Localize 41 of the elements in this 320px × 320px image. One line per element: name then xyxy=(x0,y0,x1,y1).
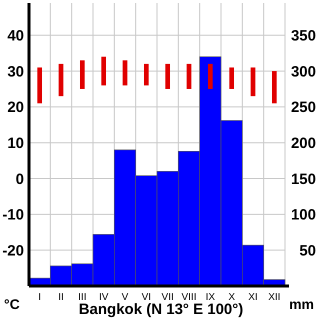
y2-axis-title: mm xyxy=(289,296,314,312)
x-tick-label: XI xyxy=(248,292,258,303)
x-tick-label: IV xyxy=(98,292,109,303)
x-tick-label: VII xyxy=(162,292,174,303)
y-tick-label: -20 xyxy=(2,242,24,260)
bar xyxy=(80,60,85,89)
bar xyxy=(58,64,64,96)
x-tick-label: XII xyxy=(268,292,280,303)
bar xyxy=(144,64,149,86)
bar xyxy=(122,60,128,86)
y2-tick-label: 100 xyxy=(290,206,316,224)
y-tick-label: 10 xyxy=(7,134,24,152)
y-tick-label: 40 xyxy=(7,27,24,44)
bar xyxy=(37,67,42,104)
bar xyxy=(250,67,256,96)
y2-tick-label: 50 xyxy=(299,242,316,260)
bar xyxy=(101,56,106,86)
y-axis-title: °C xyxy=(4,296,20,312)
y-tick-label: 20 xyxy=(7,99,24,116)
y2-tick-label: 200 xyxy=(290,134,316,152)
x-tick-label: VI xyxy=(142,292,152,303)
y-tick-label: -10 xyxy=(2,206,24,224)
x-tick-label: II xyxy=(58,292,64,303)
bar xyxy=(165,64,170,89)
x-tick-label: X xyxy=(228,292,236,303)
x-tick-label: I xyxy=(38,292,42,303)
x-tick-label: V xyxy=(122,292,129,303)
y-tick-label: 0 xyxy=(16,170,24,188)
y2-tick-label: 350 xyxy=(290,27,316,44)
y2-tick-label: 250 xyxy=(290,99,316,116)
y-tick-label: 30 xyxy=(7,63,24,80)
x-tick-label: IX xyxy=(206,292,216,303)
x-tick-label: III xyxy=(78,292,87,303)
bar xyxy=(229,67,234,89)
text: Bangkok (N 13° E 100°) xyxy=(78,301,244,318)
x-tick-label: VIII xyxy=(181,292,197,303)
bar xyxy=(186,64,192,89)
y2-tick-label: 150 xyxy=(290,170,316,188)
y2-tick-label: 300 xyxy=(290,63,316,80)
bar xyxy=(272,71,277,104)
bar xyxy=(208,64,213,89)
